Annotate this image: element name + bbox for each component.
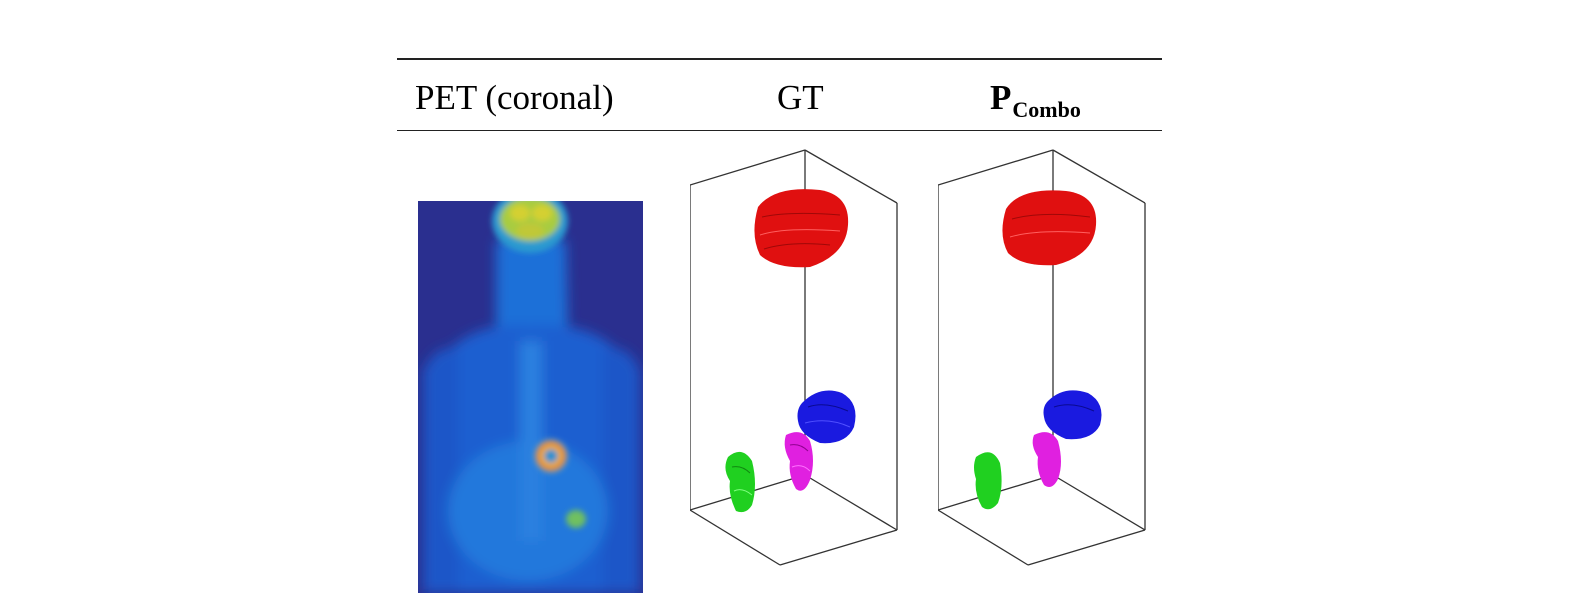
header-p-combo: PCombo bbox=[990, 76, 1081, 124]
pet-heart-uptake bbox=[534, 439, 568, 473]
header-gt: GT bbox=[777, 78, 824, 117]
gt-3d-segmentation bbox=[690, 145, 920, 585]
pet-body-silhouette bbox=[423, 236, 640, 593]
gt-3d-svg bbox=[690, 149, 898, 566]
header-p-main: P bbox=[990, 78, 1012, 117]
header-p-sub: Combo bbox=[1012, 97, 1081, 122]
pred-organ-top-red bbox=[1002, 190, 1097, 266]
gt-organ-magenta bbox=[784, 432, 813, 491]
pred-3d-svg bbox=[938, 149, 1146, 566]
pred-organ-blue bbox=[1043, 390, 1102, 440]
pet-coronal-image bbox=[418, 201, 643, 593]
table-top-rule bbox=[397, 58, 1162, 60]
pred-3d-segmentation bbox=[938, 145, 1168, 585]
pet-image-svg bbox=[418, 201, 643, 593]
gt-organ-top-red bbox=[754, 189, 849, 268]
pred-organ-magenta bbox=[1032, 432, 1061, 487]
pet-kidney-uptake bbox=[566, 510, 586, 528]
gt-organ-green bbox=[725, 451, 755, 513]
header-pet-coronal: PET (coronal) bbox=[415, 78, 614, 117]
table-header-rule bbox=[397, 130, 1162, 131]
pet-head bbox=[492, 201, 568, 253]
pred-organ-green bbox=[974, 452, 1002, 510]
gt-organ-blue bbox=[797, 390, 856, 444]
